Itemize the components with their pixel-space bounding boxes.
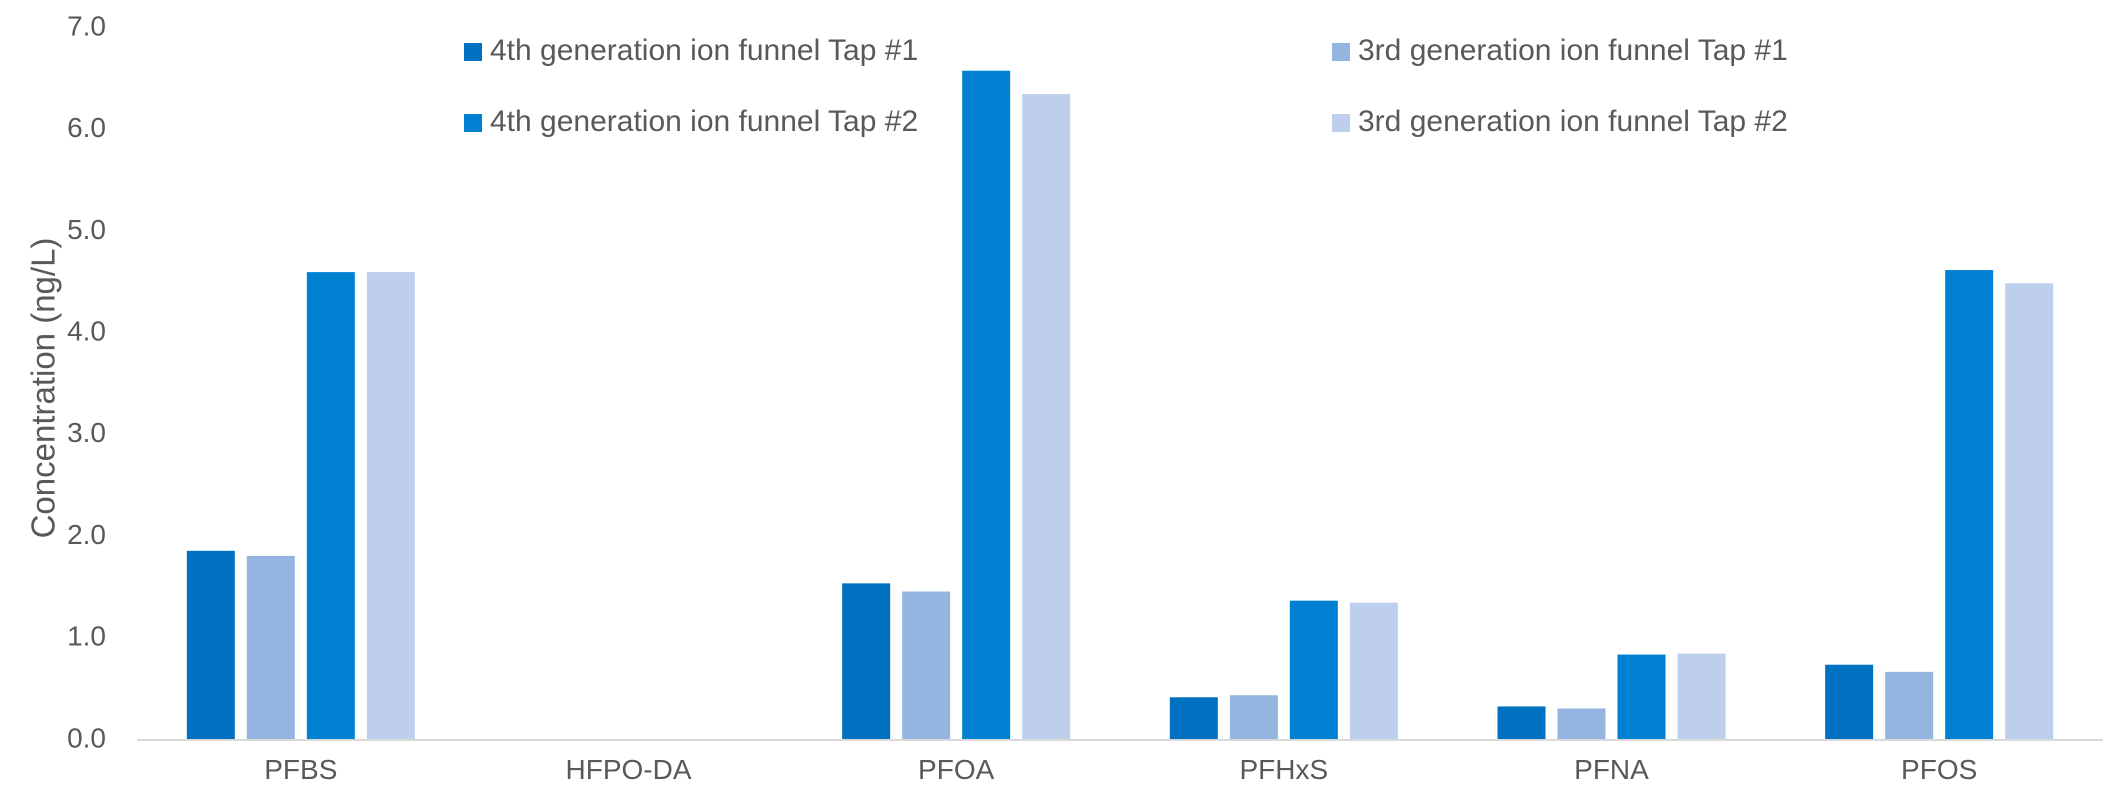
bar-pfos-series-4 [2005,283,2054,740]
legend-swatch [464,114,482,132]
legend-label: 3rd generation ion funnel Tap #2 [1358,105,1788,138]
legend-swatch [1332,43,1350,61]
bar-pfoa-series-4 [1022,94,1071,741]
y-tick-label: 7.0 [67,10,106,41]
legend-item: 4th generation ion funnel Tap #1 [464,34,918,67]
legend-item: 3rd generation ion funnel Tap #2 [1332,105,1788,138]
x-tick-label: HFPO-DA [566,754,692,785]
bar-pfos-series-2 [1885,671,1934,740]
bars [186,70,2054,741]
x-tick-label: PFOS [1901,754,1977,785]
bar-pfoa-series-1 [842,583,891,740]
y-tick-label: 6.0 [67,112,106,143]
legend-item: 3rd generation ion funnel Tap #1 [1332,34,1788,67]
bar-pfoa-series-2 [902,591,951,740]
x-tick-label: PFOA [918,754,995,785]
bar-pfhxs-series-1 [1169,697,1218,740]
bar-pfna-series-1 [1497,706,1546,740]
y-tick-label: 5.0 [67,214,106,245]
legend-swatch [1332,114,1350,132]
legend-item: 4th generation ion funnel Tap #2 [464,105,918,138]
bar-pfos-series-3 [1945,270,1994,740]
legend-label: 3rd generation ion funnel Tap #1 [1358,34,1788,67]
y-tick-label: 2.0 [67,519,106,550]
bar-pfhxs-series-4 [1349,602,1398,740]
bar-pfoa-series-3 [962,70,1011,741]
x-tick-label: PFNA [1574,754,1649,785]
x-tick-label: PFHxS [1239,754,1328,785]
y-axis-title: Concentration (ng/L) [25,238,62,539]
y-tick-label: 1.0 [67,621,106,652]
y-tick-label: 4.0 [67,316,106,347]
bar-pfna-series-4 [1677,653,1726,740]
x-tick-label: PFBS [264,754,337,785]
bar-pfbs-series-2 [246,555,295,740]
x-axis-ticks: PFBS HFPO-DA PFOA PFHxS PFNA PFOS [264,754,1977,785]
bar-pfbs-series-1 [186,550,235,740]
bar-pfbs-series-3 [306,272,355,740]
bar-pfos-series-1 [1825,664,1874,740]
bar-pfbs-series-4 [366,272,415,740]
bar-pfna-series-2 [1557,708,1606,740]
legend-swatch [464,43,482,61]
legend-label: 4th generation ion funnel Tap #2 [490,105,918,138]
legend: 4th generation ion funnel Tap #1 3rd gene… [464,34,1788,138]
y-axis-ticks: 0.0 1.0 2.0 3.0 4.0 5.0 6.0 7.0 [67,10,106,753]
legend-label: 4th generation ion funnel Tap #1 [490,34,918,67]
bar-pfhxs-series-3 [1289,600,1338,740]
y-tick-label: 3.0 [67,417,106,448]
bar-pfna-series-3 [1617,654,1666,740]
bar-pfhxs-series-2 [1229,695,1278,740]
y-tick-label: 0.0 [67,722,106,753]
